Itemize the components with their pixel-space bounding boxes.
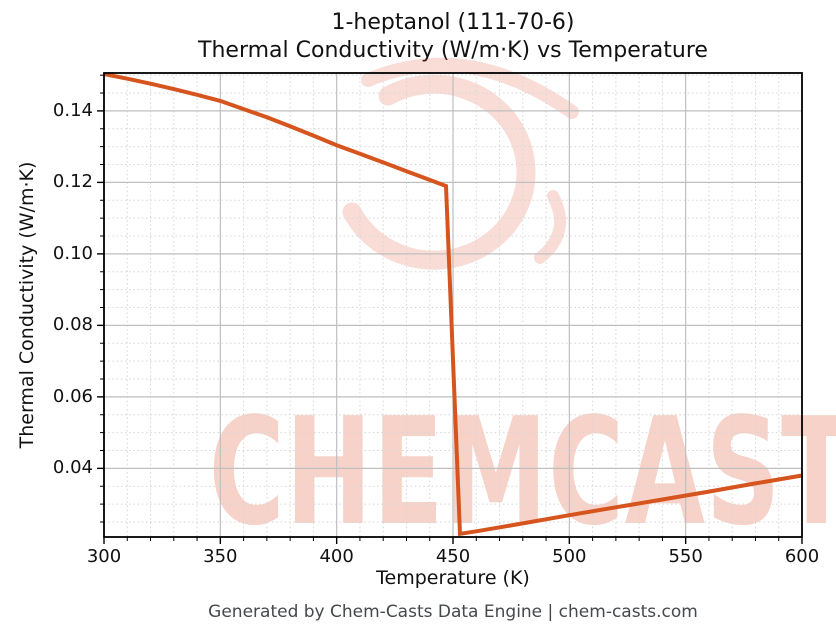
y-axis-label: Thermal Conductivity (W/m·K) xyxy=(16,161,38,449)
x-tick-label: 400 xyxy=(319,546,354,567)
x-tick-label: 450 xyxy=(435,546,471,567)
y-tick-label: 0.06 xyxy=(52,385,93,407)
y-tick-label: 0.08 xyxy=(52,314,93,336)
y-tick-label: 0.12 xyxy=(52,171,93,193)
chart-title-line2: Thermal Conductivity (W/m·K) vs Temperat… xyxy=(198,38,708,63)
x-tick-label: 550 xyxy=(668,546,703,567)
swirl-tail-stroke xyxy=(534,190,566,264)
x-tick-label: 350 xyxy=(203,546,238,567)
y-tick-label: 0.14 xyxy=(52,99,93,121)
chart-title-line1: 1-heptanol (111-70-6) xyxy=(331,10,575,35)
x-tick-label: 600 xyxy=(784,546,820,567)
chart-title: 1-heptanol (111-70-6) Thermal Conductivi… xyxy=(104,9,802,65)
x-axis-label: Temperature (K) xyxy=(376,567,530,589)
thermal-conductivity-line xyxy=(103,72,803,537)
x-tick-label: 300 xyxy=(86,546,122,567)
y-tick-label: 0.04 xyxy=(52,457,93,479)
y-tick-label: 0.10 xyxy=(52,242,93,264)
footer-credit: Generated by Chem-Casts Data Engine | ch… xyxy=(208,602,698,622)
x-tick-label: 500 xyxy=(552,546,587,567)
